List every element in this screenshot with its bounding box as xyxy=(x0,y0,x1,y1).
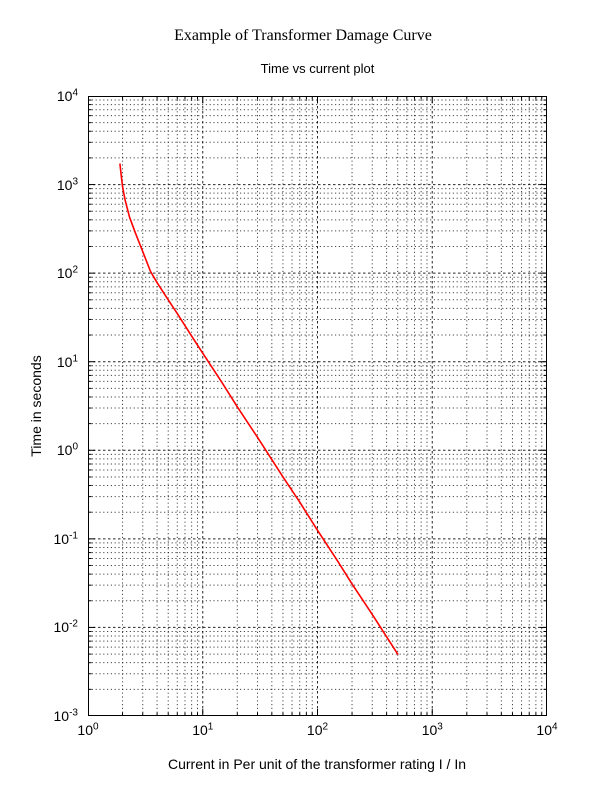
y-tick-label: 10-3 xyxy=(53,707,78,724)
x-axis-label: Current in Per unit of the transformer r… xyxy=(167,756,467,772)
y-tick-label: 101 xyxy=(56,353,78,370)
x-tick-label: 102 xyxy=(306,721,329,738)
x-tick-label: 103 xyxy=(421,721,443,738)
x-tick-label: 100 xyxy=(77,721,99,738)
damage-curve xyxy=(119,163,399,655)
figure-title: Example of Transformer Damage Curve xyxy=(174,27,432,44)
x-tick-label: 101 xyxy=(192,721,214,738)
x-axis-tick-labels: 100 101 102 103 104 xyxy=(77,721,557,748)
y-axis-label: Time in seconds xyxy=(28,355,44,457)
y-tick-label: 100 xyxy=(56,441,78,459)
y-tick-label: 102 xyxy=(56,264,78,282)
y-tick-label: 103 xyxy=(56,175,78,193)
plot-area xyxy=(88,96,547,716)
y-tick-label: 104 xyxy=(56,87,78,104)
y-tick-label: 10-2 xyxy=(53,618,78,636)
y-tick-label: 10-1 xyxy=(53,530,78,547)
y-axis-tick-labels: 104 103 102 101 100 10-1 10-2 10-3 xyxy=(0,88,82,724)
plot-title: Time vs current plot xyxy=(260,61,375,76)
x-tick-label: 104 xyxy=(536,721,558,738)
